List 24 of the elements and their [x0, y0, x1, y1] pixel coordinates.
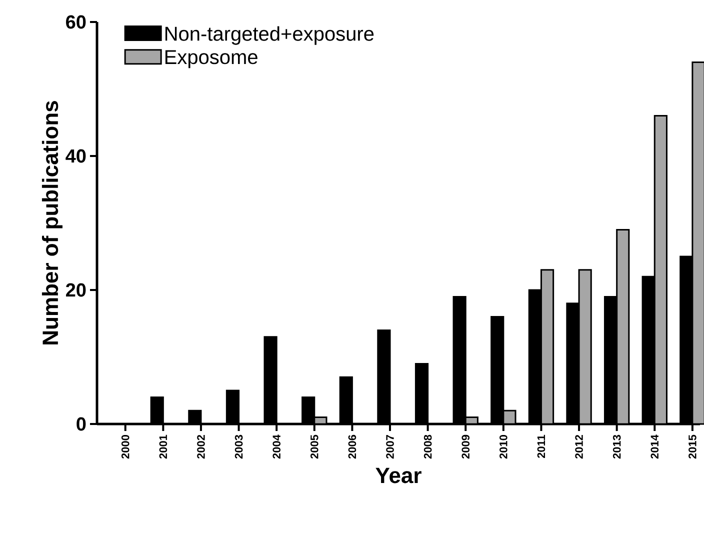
y-tick-label: 0: [76, 417, 86, 431]
y-tick-label: 60: [66, 15, 86, 29]
x-axis-title: Year: [376, 468, 422, 484]
y-tick-label: 40: [66, 149, 86, 163]
x-tick-label: 2002: [197, 434, 205, 459]
x-tick-label: 2001: [159, 434, 168, 459]
x-tick-label: 2004: [272, 434, 280, 459]
x-tick-label: 2012: [575, 434, 583, 459]
x-tick-label: 2007: [386, 435, 394, 459]
x-tick-label: 2015: [688, 434, 696, 459]
x-tick-label: 2003: [234, 434, 243, 459]
x-tick-label: 2013: [612, 434, 621, 459]
x-tick-label: 2008: [424, 434, 432, 459]
x-tick-label: 2010: [500, 434, 508, 459]
y-axis-title: Number of publications: [42, 101, 62, 344]
x-tick-label: 2006: [348, 434, 356, 459]
x-tick-label: 2009: [462, 434, 470, 459]
x-tick-label: 2011: [537, 434, 546, 458]
y-tick-label: 20: [66, 283, 86, 297]
x-tick-label: 2014: [650, 434, 659, 459]
x-tick-label: 2005: [310, 434, 318, 459]
x-tick-label: 2000: [121, 434, 130, 459]
legend-label: Non-targeted+exposure: [165, 26, 374, 45]
legend-label: Exposome: [165, 50, 258, 68]
